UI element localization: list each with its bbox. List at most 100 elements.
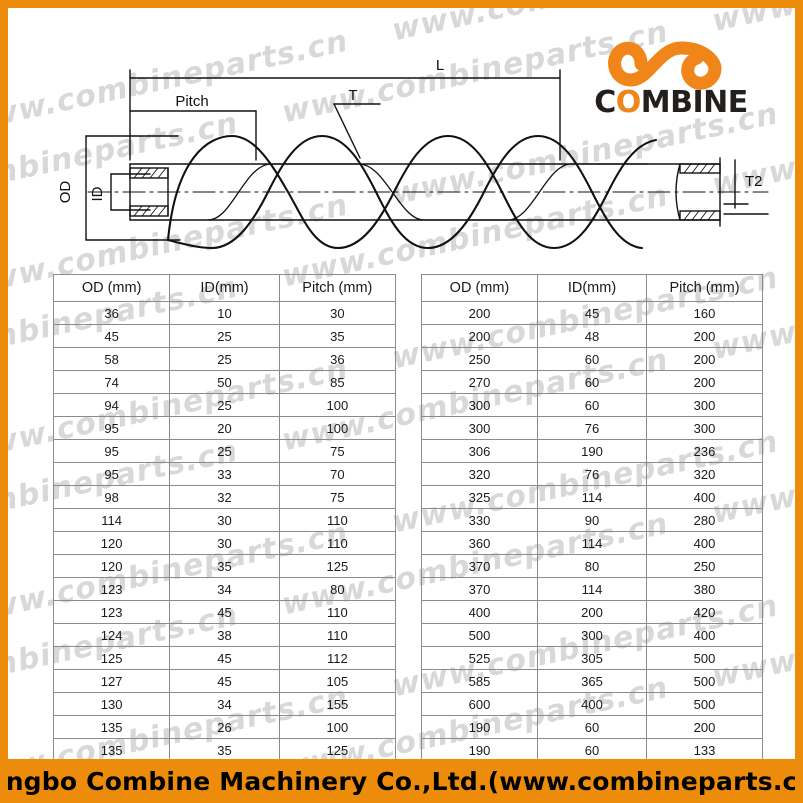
cell-od: 370 xyxy=(421,577,538,601)
cell-pitch: 160 xyxy=(646,301,763,325)
cell-id: 38 xyxy=(169,623,280,647)
cell-pitch: 30 xyxy=(278,301,397,325)
cell-id: 25 xyxy=(169,439,280,463)
table-body-right: 200 45 160 200 48 200 250 60 200 270 60 200 300 60 300… xyxy=(421,301,763,795)
cell-od: 95 xyxy=(52,439,171,463)
cell-pitch: 500 xyxy=(646,646,763,670)
cell-id: 114 xyxy=(536,485,648,509)
cell-id: 114 xyxy=(536,531,648,555)
table-row: 36 10 30 xyxy=(52,301,397,325)
cell-pitch: 300 xyxy=(646,416,763,440)
table-row: 124 38 110 xyxy=(52,623,397,647)
dimension-od xyxy=(85,135,181,241)
cell-od: 114 xyxy=(52,508,171,532)
cell-id: 45 xyxy=(169,669,280,693)
table-row: 95 33 70 xyxy=(52,462,397,486)
label-flight-thickness: T xyxy=(348,87,357,104)
table-row: 120 30 110 xyxy=(52,531,397,555)
cell-od: 58 xyxy=(52,347,171,371)
table-header-row: OD (mm) ID(mm) Pitch (mm) xyxy=(52,274,397,302)
cell-pitch: 110 xyxy=(278,508,397,532)
cell-pitch: 125 xyxy=(278,554,397,578)
cell-od: 320 xyxy=(421,462,538,486)
label-outer-diameter: OD xyxy=(57,181,74,204)
cell-pitch: 110 xyxy=(278,623,397,647)
table-row: 95 25 75 xyxy=(52,439,397,463)
end-cap-left xyxy=(129,167,169,217)
label-tube-thickness: T2 xyxy=(745,173,763,190)
cell-pitch: 110 xyxy=(278,531,397,555)
cell-od: 135 xyxy=(52,715,171,739)
cell-pitch: 36 xyxy=(278,347,397,371)
cell-od: 585 xyxy=(421,669,538,693)
table-row: 58 25 36 xyxy=(52,347,397,371)
cell-od: 127 xyxy=(52,669,171,693)
cell-id: 90 xyxy=(536,508,648,532)
cell-id: 60 xyxy=(536,347,648,371)
table-row: 123 45 110 xyxy=(52,600,397,624)
logo-wordmark: COMBINE xyxy=(565,88,777,118)
cell-od: 330 xyxy=(421,508,538,532)
cell-od: 45 xyxy=(52,324,171,348)
cell-od: 400 xyxy=(421,600,538,624)
column-header-id: ID(mm) xyxy=(536,274,648,302)
cell-od: 135 xyxy=(52,738,171,762)
cell-id: 305 xyxy=(536,646,648,670)
cell-pitch: 80 xyxy=(278,577,397,601)
cell-pitch: 320 xyxy=(646,462,763,486)
cell-pitch: 400 xyxy=(646,531,763,555)
cell-od: 500 xyxy=(421,623,538,647)
cell-pitch: 75 xyxy=(278,439,397,463)
cell-od: 300 xyxy=(421,393,538,417)
table-row: 45 25 35 xyxy=(52,324,397,348)
table-row: 325 114 400 xyxy=(421,485,763,509)
cell-od: 36 xyxy=(52,301,171,325)
cell-pitch: 250 xyxy=(646,554,763,578)
cell-pitch: 110 xyxy=(278,600,397,624)
end-cap-right xyxy=(675,163,721,221)
cell-id: 190 xyxy=(536,439,648,463)
table-row: 94 25 100 xyxy=(52,393,397,417)
table-row: 270 60 200 xyxy=(421,370,763,394)
cell-od: 370 xyxy=(421,554,538,578)
cell-pitch: 100 xyxy=(278,393,397,417)
cell-pitch: 100 xyxy=(278,416,397,440)
cell-pitch: 70 xyxy=(278,462,397,486)
cell-id: 30 xyxy=(169,508,280,532)
cell-pitch: 400 xyxy=(646,623,763,647)
cell-id: 26 xyxy=(169,715,280,739)
cell-id: 34 xyxy=(169,692,280,716)
table-row: 74 50 85 xyxy=(52,370,397,394)
company-logo: COMBINE xyxy=(565,36,777,118)
cell-pitch: 100 xyxy=(278,715,397,739)
table-row: 370 114 380 xyxy=(421,577,763,601)
column-header-pitch: Pitch (mm) xyxy=(646,274,763,302)
table-row: 98 32 75 xyxy=(52,485,397,509)
cell-od: 74 xyxy=(52,370,171,394)
table-row: 200 48 200 xyxy=(421,324,763,348)
spec-table-left: OD (mm) ID(mm) Pitch (mm) 36 10 30 45 25 35 58… xyxy=(52,274,397,795)
cell-id: 20 xyxy=(169,416,280,440)
logo-text-o: O xyxy=(615,85,642,120)
column-header-od: OD (mm) xyxy=(52,274,171,302)
table-row: 300 60 300 xyxy=(421,393,763,417)
cell-od: 250 xyxy=(421,347,538,371)
cell-od: 190 xyxy=(421,715,538,739)
cell-id: 10 xyxy=(169,301,280,325)
column-header-od: OD (mm) xyxy=(421,274,538,302)
cell-id: 32 xyxy=(169,485,280,509)
table-row: 120 35 125 xyxy=(52,554,397,578)
cell-od: 300 xyxy=(421,416,538,440)
cell-id: 25 xyxy=(169,347,280,371)
table-row: 125 45 112 xyxy=(52,646,397,670)
cell-od: 306 xyxy=(421,439,538,463)
cell-pitch: 155 xyxy=(278,692,397,716)
cell-od: 360 xyxy=(421,531,538,555)
cell-id: 76 xyxy=(536,462,648,486)
label-pitch: Pitch xyxy=(175,93,208,110)
dimension-pitch xyxy=(129,110,257,161)
cell-pitch: 400 xyxy=(646,485,763,509)
dimension-tube-thickness xyxy=(723,159,769,215)
table-row: 306 190 236 xyxy=(421,439,763,463)
